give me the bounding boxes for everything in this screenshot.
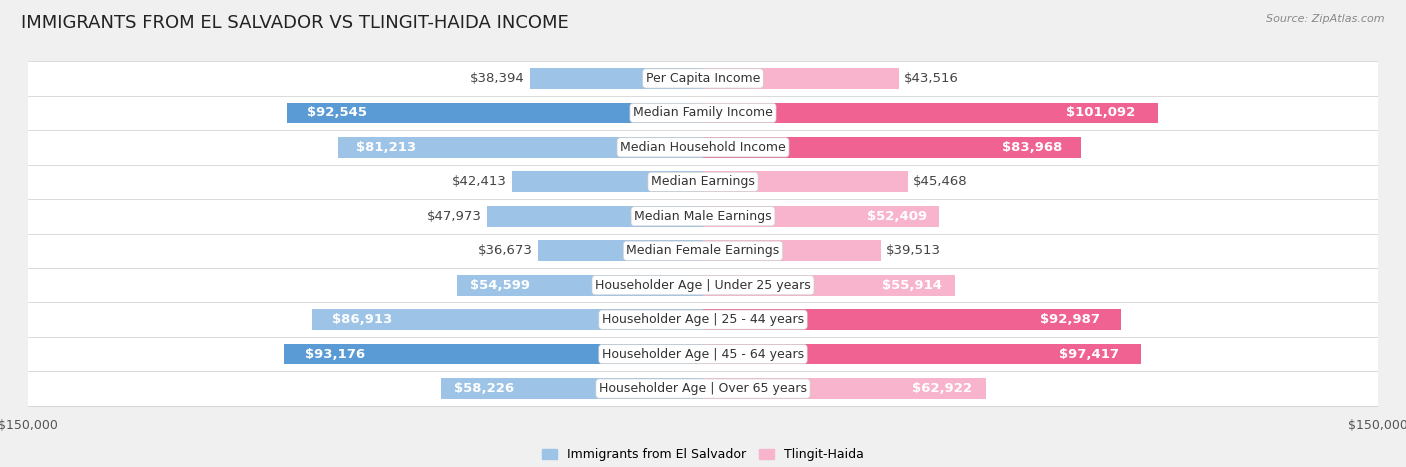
Bar [28, 199, 1378, 234]
Text: Median Male Earnings: Median Male Earnings [634, 210, 772, 223]
Legend: Immigrants from El Salvador, Tlingit-Haida: Immigrants from El Salvador, Tlingit-Hai… [543, 448, 863, 461]
Bar [312, 309, 703, 330]
Text: $62,922: $62,922 [912, 382, 972, 395]
Text: $81,213: $81,213 [356, 141, 416, 154]
Text: Source: ZipAtlas.com: Source: ZipAtlas.com [1267, 14, 1385, 24]
Text: Householder Age | 45 - 64 years: Householder Age | 45 - 64 years [602, 347, 804, 361]
Bar [28, 268, 1378, 303]
Bar [703, 137, 1081, 158]
Bar [530, 68, 703, 89]
Bar [486, 206, 703, 226]
Text: Median Earnings: Median Earnings [651, 175, 755, 188]
Text: Per Capita Income: Per Capita Income [645, 72, 761, 85]
Bar [28, 61, 1378, 96]
Text: Householder Age | Under 25 years: Householder Age | Under 25 years [595, 279, 811, 292]
Bar [703, 275, 955, 296]
Text: $36,673: $36,673 [478, 244, 533, 257]
Text: $39,513: $39,513 [886, 244, 941, 257]
Text: $101,092: $101,092 [1066, 106, 1135, 120]
Bar [28, 164, 1378, 199]
Bar [538, 241, 703, 261]
Text: $47,973: $47,973 [427, 210, 482, 223]
Text: $97,417: $97,417 [1059, 347, 1119, 361]
Text: $54,599: $54,599 [470, 279, 530, 292]
Text: $92,545: $92,545 [308, 106, 367, 120]
Bar [512, 171, 703, 192]
Text: Householder Age | Over 65 years: Householder Age | Over 65 years [599, 382, 807, 395]
Text: $42,413: $42,413 [451, 175, 506, 188]
Bar [287, 103, 703, 123]
Bar [703, 309, 1122, 330]
Bar [28, 371, 1378, 406]
Text: IMMIGRANTS FROM EL SALVADOR VS TLINGIT-HAIDA INCOME: IMMIGRANTS FROM EL SALVADOR VS TLINGIT-H… [21, 14, 569, 32]
Text: $92,987: $92,987 [1040, 313, 1101, 326]
Bar [284, 344, 703, 364]
Text: $55,914: $55,914 [882, 279, 942, 292]
Text: $86,913: $86,913 [332, 313, 392, 326]
Text: $58,226: $58,226 [454, 382, 515, 395]
Bar [703, 344, 1142, 364]
Text: $93,176: $93,176 [305, 347, 366, 361]
Bar [28, 303, 1378, 337]
Text: Householder Age | 25 - 44 years: Householder Age | 25 - 44 years [602, 313, 804, 326]
Text: $43,516: $43,516 [904, 72, 959, 85]
Text: Median Family Income: Median Family Income [633, 106, 773, 120]
Text: $83,968: $83,968 [1001, 141, 1062, 154]
Bar [28, 234, 1378, 268]
Bar [457, 275, 703, 296]
Bar [703, 378, 986, 399]
Text: $52,409: $52,409 [868, 210, 927, 223]
Text: Median Household Income: Median Household Income [620, 141, 786, 154]
Bar [28, 130, 1378, 164]
Text: $38,394: $38,394 [470, 72, 524, 85]
Bar [703, 241, 880, 261]
Bar [703, 206, 939, 226]
Text: $45,468: $45,468 [912, 175, 967, 188]
Bar [703, 171, 907, 192]
Bar [28, 337, 1378, 371]
Bar [441, 378, 703, 399]
Text: Median Female Earnings: Median Female Earnings [627, 244, 779, 257]
Bar [703, 103, 1157, 123]
Bar [28, 96, 1378, 130]
Bar [703, 68, 898, 89]
Bar [337, 137, 703, 158]
